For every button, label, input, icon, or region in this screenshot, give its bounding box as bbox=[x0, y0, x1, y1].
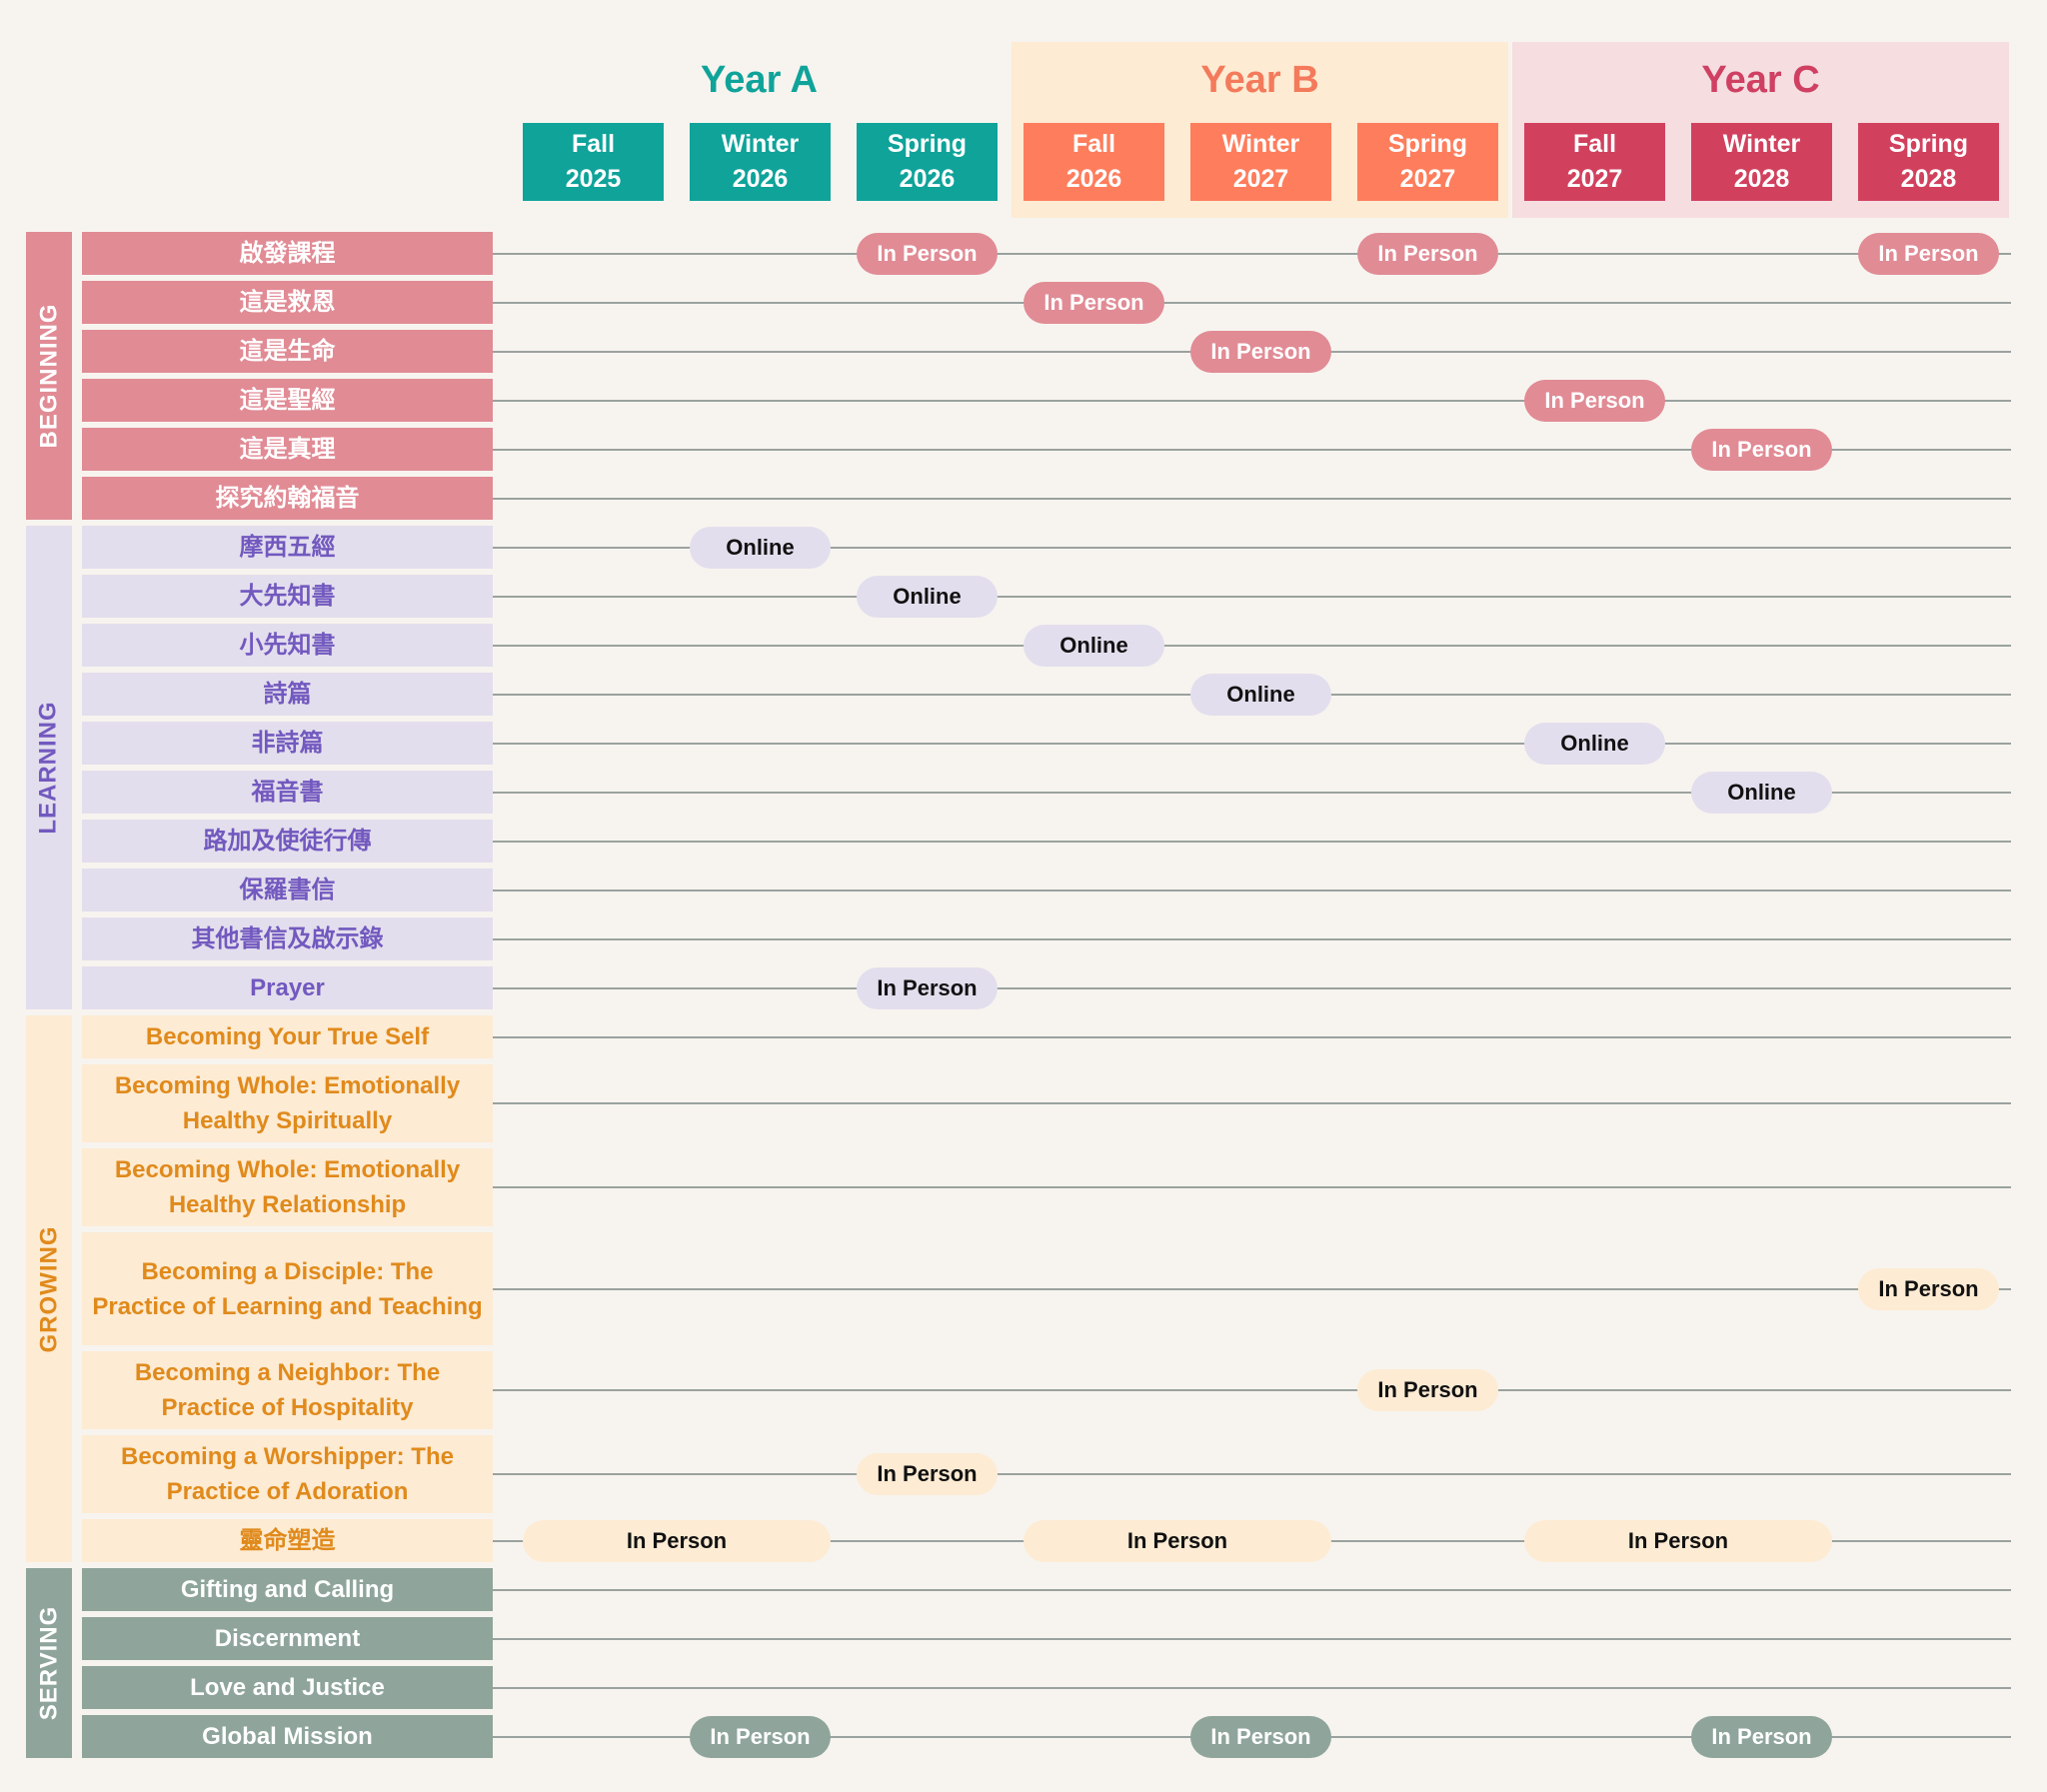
delivery-pill-1-9-0[interactable]: In Person bbox=[857, 966, 998, 1009]
category-bar-growing: GROWING bbox=[26, 1015, 72, 1562]
timeline-line-3-1 bbox=[493, 1637, 2011, 1640]
course-row-2-0: Becoming Your True Self bbox=[82, 1015, 493, 1058]
year-title-0: Year A bbox=[701, 59, 818, 101]
delivery-pill-0-1-0[interactable]: In Person bbox=[1024, 281, 1164, 324]
delivery-pill-0-4-0[interactable]: In Person bbox=[1691, 428, 1832, 471]
term-header-2-1: Winter 2028 bbox=[1691, 123, 1832, 201]
timeline-line-1-1 bbox=[493, 595, 2011, 598]
timeline-line-1-0 bbox=[493, 546, 2011, 549]
timeline-line-0-3 bbox=[493, 399, 2011, 402]
course-row-2-1: Becoming Whole: Emotionally Healthy Spir… bbox=[82, 1064, 493, 1142]
delivery-pill-2-6-2[interactable]: In Person bbox=[1524, 1519, 1832, 1562]
timeline-line-3-2 bbox=[493, 1686, 2011, 1689]
delivery-pill-3-3-1[interactable]: In Person bbox=[1190, 1715, 1331, 1758]
timeline-line-0-1 bbox=[493, 301, 2011, 304]
course-row-3-2: Love and Justice bbox=[82, 1666, 493, 1709]
course-row-0-4: 這是真理 bbox=[82, 428, 493, 471]
course-row-2-2: Becoming Whole: Emotionally Healthy Rela… bbox=[82, 1148, 493, 1226]
timeline-line-2-5 bbox=[493, 1473, 2011, 1475]
course-row-1-5: 福音書 bbox=[82, 771, 493, 814]
term-header-0-2: Spring 2026 bbox=[857, 123, 998, 201]
timeline-line-1-8 bbox=[493, 937, 2011, 940]
course-row-3-0: Gifting and Calling bbox=[82, 1568, 493, 1611]
delivery-pill-2-6-1[interactable]: In Person bbox=[1024, 1519, 1331, 1562]
timeline-line-2-4 bbox=[493, 1389, 2011, 1391]
timeline-line-3-0 bbox=[493, 1588, 2011, 1591]
course-row-3-3: Global Mission bbox=[82, 1715, 493, 1758]
delivery-pill-1-0-0[interactable]: Online bbox=[690, 526, 831, 569]
delivery-pill-1-5-0[interactable]: Online bbox=[1691, 771, 1832, 814]
course-row-0-1: 這是救恩 bbox=[82, 281, 493, 324]
category-label: BEGINNING bbox=[35, 303, 63, 449]
term-header-2-2: Spring 2028 bbox=[1858, 123, 1999, 201]
term-header-2-0: Fall 2027 bbox=[1524, 123, 1665, 201]
delivery-pill-0-3-0[interactable]: In Person bbox=[1524, 379, 1665, 422]
course-row-0-2: 這是生命 bbox=[82, 330, 493, 373]
category-label: GROWING bbox=[35, 1225, 62, 1352]
delivery-pill-1-1-0[interactable]: Online bbox=[857, 575, 998, 618]
delivery-pill-0-0-0[interactable]: In Person bbox=[857, 232, 998, 275]
delivery-pill-1-3-0[interactable]: Online bbox=[1190, 673, 1331, 716]
timeline-line-1-6 bbox=[493, 840, 2011, 843]
course-row-2-3: Becoming a Disciple: The Practice of Lea… bbox=[82, 1232, 493, 1345]
term-header-1-2: Spring 2027 bbox=[1357, 123, 1498, 201]
timeline-line-2-3 bbox=[493, 1287, 2011, 1290]
delivery-pill-0-0-1[interactable]: In Person bbox=[1357, 232, 1498, 275]
delivery-pill-2-3-0[interactable]: In Person bbox=[1858, 1267, 1999, 1310]
timeline-line-2-2 bbox=[493, 1186, 2011, 1188]
course-row-2-6: 靈命塑造 bbox=[82, 1519, 493, 1562]
delivery-pill-1-2-0[interactable]: Online bbox=[1024, 624, 1164, 667]
delivery-pill-2-5-0[interactable]: In Person bbox=[857, 1453, 998, 1495]
delivery-pill-0-2-0[interactable]: In Person bbox=[1190, 330, 1331, 373]
category-label: SERVING bbox=[35, 1605, 62, 1721]
course-row-1-9: Prayer bbox=[82, 966, 493, 1009]
delivery-pill-3-3-0[interactable]: In Person bbox=[690, 1715, 831, 1758]
delivery-pill-2-4-0[interactable]: In Person bbox=[1357, 1369, 1498, 1411]
category-bar-serving: SERVING bbox=[26, 1568, 72, 1758]
term-header-1-1: Winter 2027 bbox=[1190, 123, 1331, 201]
delivery-pill-1-4-0[interactable]: Online bbox=[1524, 722, 1665, 765]
term-header-0-1: Winter 2026 bbox=[690, 123, 831, 201]
delivery-pill-3-3-2[interactable]: In Person bbox=[1691, 1715, 1832, 1758]
course-row-0-5: 探究約翰福音 bbox=[82, 477, 493, 520]
course-row-1-2: 小先知書 bbox=[82, 624, 493, 667]
course-row-1-8: 其他書信及啟示錄 bbox=[82, 917, 493, 960]
timeline-line-1-5 bbox=[493, 791, 2011, 794]
timeline-line-1-2 bbox=[493, 644, 2011, 647]
timeline-line-0-5 bbox=[493, 497, 2011, 500]
category-label: LEARNING bbox=[35, 701, 62, 835]
timeline-line-1-9 bbox=[493, 986, 2011, 989]
year-title-2: Year C bbox=[1701, 59, 1820, 101]
term-header-0-0: Fall 2025 bbox=[523, 123, 664, 201]
delivery-pill-2-6-0[interactable]: In Person bbox=[523, 1519, 831, 1562]
timeline-line-0-4 bbox=[493, 448, 2011, 451]
course-row-3-1: Discernment bbox=[82, 1617, 493, 1660]
course-row-1-3: 詩篇 bbox=[82, 673, 493, 716]
category-bar-beginning: BEGINNING bbox=[26, 232, 72, 520]
timeline-line-2-1 bbox=[493, 1102, 2011, 1104]
course-row-1-1: 大先知書 bbox=[82, 575, 493, 618]
course-row-0-3: 這是聖經 bbox=[82, 379, 493, 422]
delivery-pill-0-0-2[interactable]: In Person bbox=[1858, 232, 1999, 275]
course-row-2-4: Becoming a Neighbor: The Practice of Hos… bbox=[82, 1351, 493, 1429]
course-row-1-7: 保羅書信 bbox=[82, 869, 493, 911]
category-bar-learning: LEARNING bbox=[26, 526, 72, 1009]
course-row-0-0: 啟發課程 bbox=[82, 232, 493, 275]
term-header-1-0: Fall 2026 bbox=[1024, 123, 1164, 201]
timeline-line-0-0 bbox=[493, 252, 2011, 255]
course-row-1-4: 非詩篇 bbox=[82, 722, 493, 765]
course-row-1-6: 路加及使徒行傳 bbox=[82, 820, 493, 863]
timeline-line-1-7 bbox=[493, 889, 2011, 892]
timeline-line-2-0 bbox=[493, 1035, 2011, 1038]
course-row-1-0: 摩西五經 bbox=[82, 526, 493, 569]
year-title-1: Year B bbox=[1200, 59, 1319, 101]
course-row-2-5: Becoming a Worshipper: The Practice of A… bbox=[82, 1435, 493, 1513]
timeline-line-1-4 bbox=[493, 742, 2011, 745]
